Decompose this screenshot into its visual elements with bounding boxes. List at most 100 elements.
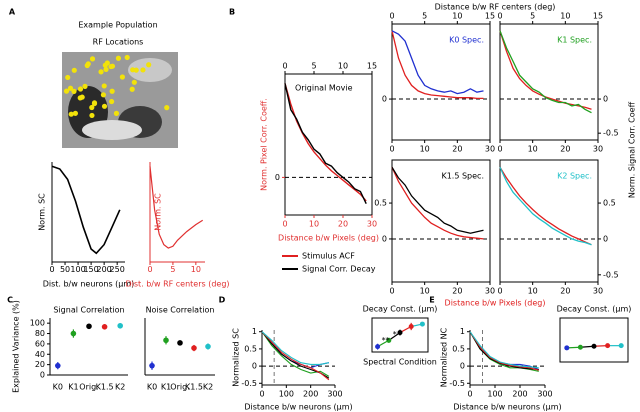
series-line (469, 331, 539, 371)
y-tick-label: 0.5 (244, 344, 257, 353)
x-tick-label: K2 (115, 383, 125, 392)
x2-tick-label: 10 (560, 12, 570, 21)
rf-location (101, 83, 107, 89)
x-tick-label: 30 (485, 287, 495, 296)
x-tick-label: 20 (452, 145, 462, 154)
x-tick-label: 30 (485, 145, 495, 154)
x-tick-label: K0 (53, 383, 63, 392)
panel-label: B (229, 8, 235, 17)
series-line (499, 166, 592, 246)
series-line (391, 166, 484, 234)
x2-tick-label: 10 (338, 62, 348, 71)
series-line (391, 166, 484, 240)
axis-label: Norm. SC (38, 193, 47, 231)
point (419, 321, 425, 327)
rf-location (101, 103, 108, 109)
series-line (261, 331, 330, 365)
x-tick-label: 30 (593, 287, 603, 296)
point (101, 324, 108, 330)
rf-location (130, 67, 136, 73)
chart-title: K2 Spec. (557, 172, 592, 181)
x-tick-label: 0 (497, 287, 502, 296)
y2-tick-label: 0 (603, 95, 608, 104)
chart-title: Decay Const. (μm) (363, 305, 438, 314)
panel-label: D (219, 296, 226, 305)
x-tick-label: K1 (68, 383, 78, 392)
rf-location (109, 98, 115, 105)
point (408, 324, 414, 329)
plot-frame (559, 317, 629, 363)
axis-label: Normalized NC (440, 327, 449, 387)
rf-location (129, 86, 135, 92)
x-tick-label: K1.5 (96, 383, 114, 392)
rf-location (85, 61, 91, 67)
plot-frame (499, 159, 599, 283)
chart-title: K1 Spec. (557, 36, 592, 45)
point (564, 345, 570, 351)
x-tick-label: Orig. (79, 383, 98, 392)
image-shape (82, 120, 142, 140)
x-tick-label: 0 (467, 390, 472, 399)
rf-location (68, 111, 74, 117)
x-tick-label: 200 (97, 265, 112, 274)
x2-tick-label: 15 (593, 12, 603, 21)
panel-label: C (7, 296, 13, 305)
rf-location (71, 88, 77, 94)
axis-label: Normalized SC (232, 328, 241, 387)
y-tick-label: 0 (40, 371, 45, 380)
point (591, 343, 597, 349)
point (375, 344, 381, 350)
axis-label: Spectral Condition (363, 358, 437, 367)
rf-location (98, 69, 104, 75)
point (618, 343, 624, 349)
series-line (391, 30, 484, 100)
axis-label: Distance b/w Pixels (deg) (445, 299, 546, 308)
y-tick-label: 0.5 (374, 199, 387, 208)
point (386, 337, 392, 343)
point (55, 362, 61, 369)
rf-location (77, 95, 83, 101)
x-tick-label: 10 (420, 287, 430, 296)
chart-title: Decay Const. (μm) (557, 305, 632, 314)
point (86, 323, 92, 330)
x-tick-label: 150 (83, 265, 98, 274)
point (191, 345, 197, 351)
chart-title: Noise Correlation (146, 306, 215, 315)
plot-frame (391, 23, 491, 141)
rf-location (146, 62, 152, 68)
point (163, 337, 169, 344)
x-tick-label: 5 (170, 265, 175, 274)
point (70, 330, 77, 337)
x-tick-label: 0 (49, 265, 54, 274)
x-tick-label: 20 (560, 145, 570, 154)
rf-location (109, 88, 115, 94)
x-tick-label: 20 (452, 287, 462, 296)
panel-title: Example Population (78, 21, 157, 30)
x-tick-label: K2 (203, 383, 213, 392)
y-tick-label: 0.5 (452, 344, 465, 353)
x-tick-label: 50 (60, 265, 70, 274)
axis-label: Dist. b/w RF centers (deg) (125, 280, 229, 289)
rf-location (124, 54, 130, 61)
rf-location (67, 85, 74, 91)
y-tick-label: 0 (382, 95, 387, 104)
point (397, 330, 403, 336)
series-line (391, 30, 484, 95)
axis-label: Dist. b/w neurons (μm) (43, 280, 135, 289)
rf-location (72, 110, 79, 116)
chart-title: K0 Spec. (449, 36, 484, 45)
rf-location (109, 63, 116, 69)
y-tick-label: 40 (35, 350, 45, 359)
y2-tick-label: -0.5 (603, 129, 619, 138)
y-tick-label: 0 (275, 173, 280, 182)
series-line (499, 30, 592, 114)
x-tick-label: 0 (497, 145, 502, 154)
series-line (261, 331, 330, 377)
y-tick-label: 0 (460, 362, 465, 371)
rf-location (77, 86, 84, 92)
series-line (499, 166, 592, 246)
rf-location (164, 105, 170, 111)
x-tick-label: 250 (110, 265, 125, 274)
panel-label: A (9, 8, 16, 17)
x-tick-label: 200 (512, 390, 527, 399)
